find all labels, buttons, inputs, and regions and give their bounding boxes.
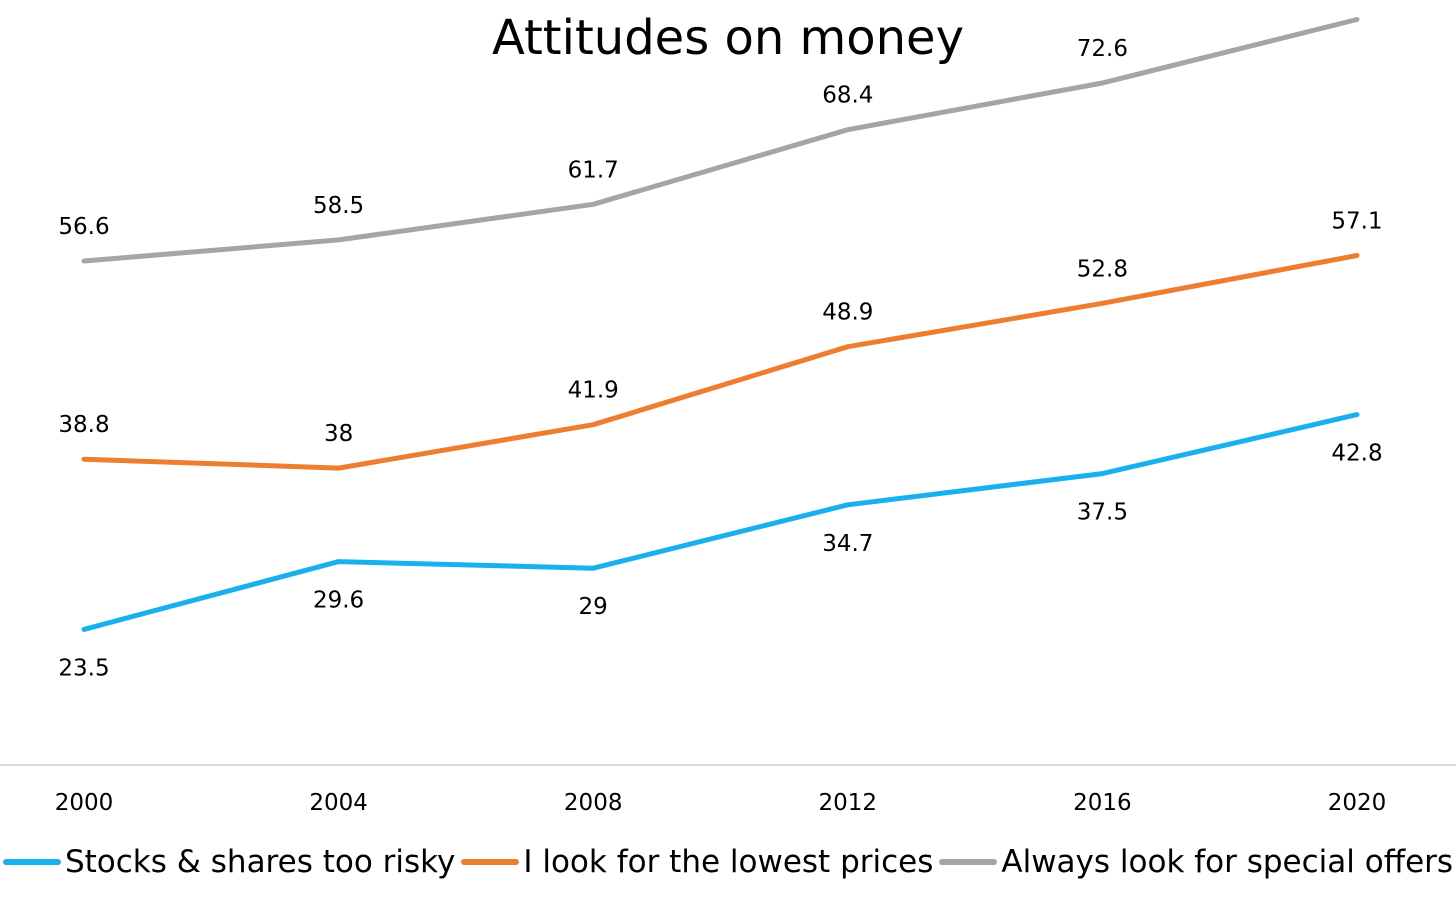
legend-label-special-offers: Always look for special offers [1001,844,1454,880]
series-lines [81,17,1360,632]
data-label-always-look-for-special-offers-2008: 61.7 [568,157,619,183]
data-label-always-look-for-special-offers-2004: 58.5 [313,193,364,219]
x-tick-label-2008: 2008 [564,790,623,816]
data-label-always-look-for-special-offers-2000: 56.6 [58,214,109,240]
x-axis-ticks: 2000 2004 2008 2012 2016 2020 [55,790,1387,816]
series-line-i-look-for-the-lowest-prices [81,253,1360,471]
x-tick-label-2000: 2000 [55,790,114,816]
x-tick-label-2004: 2004 [309,790,368,816]
chart-title: Attitudes on money [491,10,964,66]
data-label-i-look-for-the-lowest-prices-2008: 41.9 [568,378,619,404]
legend-swatch-lowest-prices [461,859,520,865]
legend-item-special-offers: Always look for special offers [939,844,1453,880]
data-label-i-look-for-the-lowest-prices-2000: 38.8 [58,412,109,438]
data-label-i-look-for-the-lowest-prices-2004: 38 [324,421,353,447]
legend-swatch-stocks [2,859,61,865]
data-label-stocks-shares-too-risky-2008: 29 [579,594,608,620]
data-label-stocks-shares-too-risky-2000: 23.5 [58,655,109,681]
legend-swatch-special-offers [939,859,998,865]
legend-item-stocks: Stocks & shares too risky [2,844,456,880]
data-label-stocks-shares-too-risky-2016: 37.5 [1077,500,1128,526]
x-tick-label-2012: 2012 [819,790,878,816]
legend-label-lowest-prices: I look for the lowest prices [523,844,934,880]
legend-label-stocks: Stocks & shares too risky [64,844,456,880]
data-label-stocks-shares-too-risky-2012: 34.7 [822,531,873,557]
legend: Stocks & shares too risky I look for the… [0,844,1456,880]
legend-item-lowest-prices: I look for the lowest prices [461,844,933,880]
series-line-always-look-for-special-offers [81,17,1360,264]
data-label-i-look-for-the-lowest-prices-2016: 52.8 [1077,256,1128,282]
data-labels: 23.5 29.6 29 34.7 37.5 42.8 38.8 38 41.9 48.9 52.8… [58,36,1382,681]
x-tick-label-2016: 2016 [1073,790,1132,816]
series-line-stocks-shares-too-risky [81,412,1360,632]
data-label-stocks-shares-too-risky-2020: 42.8 [1331,441,1382,467]
data-label-always-look-for-special-offers-2016: 72.6 [1077,36,1128,62]
data-label-i-look-for-the-lowest-prices-2020: 57.1 [1331,208,1382,234]
x-tick-label-2020: 2020 [1328,790,1387,816]
data-label-always-look-for-special-offers-2012: 68.4 [822,83,873,109]
data-label-i-look-for-the-lowest-prices-2012: 48.9 [822,300,873,326]
data-label-stocks-shares-too-risky-2004: 29.6 [313,588,364,614]
line-chart: 2000 2004 2008 2012 2016 2020 23.5 29.6 29 34.7 3… [0,17,1456,816]
